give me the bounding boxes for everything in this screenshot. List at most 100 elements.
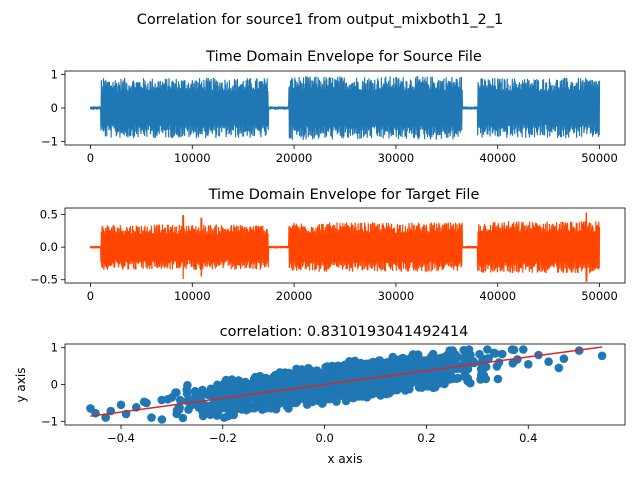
source-envelope-axes: 0 10000 20000 30000 40000 50000 −1 0 1 bbox=[41, 67, 618, 165]
scatter-point bbox=[352, 379, 361, 388]
x-tick-label: −0.2 bbox=[209, 431, 237, 445]
scatter-point bbox=[226, 404, 236, 414]
correlation-scatter-title: correlation: 0.8310193041492414 bbox=[220, 324, 469, 340]
scatter-point bbox=[392, 364, 401, 373]
scatter-point bbox=[408, 350, 418, 359]
scatter-point bbox=[489, 348, 499, 358]
scatter-point bbox=[350, 387, 360, 397]
x-tick-label: 10000 bbox=[174, 151, 211, 165]
scatter-point bbox=[269, 375, 279, 385]
scatter-point bbox=[278, 396, 287, 406]
scatter-point bbox=[430, 374, 440, 384]
scatter-point bbox=[445, 355, 454, 365]
scatter-point bbox=[391, 375, 401, 385]
scatter-point bbox=[460, 352, 470, 362]
scatter-point bbox=[469, 358, 479, 368]
scatter-point bbox=[451, 350, 460, 359]
scatter-point bbox=[424, 369, 434, 379]
x-tick-label: 0.0 bbox=[315, 431, 333, 445]
y-axis-label: y axis bbox=[14, 368, 28, 403]
scatter-point bbox=[429, 357, 438, 367]
scatter-point bbox=[524, 360, 533, 369]
scatter-point bbox=[265, 396, 274, 406]
x-tick-label: −0.4 bbox=[107, 431, 135, 445]
y-tick-label: 1 bbox=[51, 67, 58, 81]
x-tick-label: 50000 bbox=[581, 151, 618, 165]
target-envelope-title: Time Domain Envelope for Target File bbox=[208, 187, 480, 203]
y-tick-label: 1 bbox=[51, 341, 58, 355]
source-envelope-panel: Time Domain Envelope for Source File 0 10… bbox=[41, 49, 626, 165]
y-tick-label: 0.0 bbox=[40, 240, 58, 254]
scatter-point bbox=[413, 359, 423, 368]
scatter-point bbox=[559, 354, 569, 364]
scatter-point bbox=[221, 375, 231, 385]
scatter-point bbox=[204, 402, 214, 411]
envelope-series-line bbox=[89, 212, 601, 282]
scatter-point bbox=[182, 389, 192, 399]
scatter-point bbox=[348, 361, 358, 371]
scatter-point bbox=[322, 362, 332, 371]
x-tick-label: 40000 bbox=[479, 151, 516, 165]
scatter-point bbox=[423, 362, 433, 372]
scatter-point bbox=[283, 390, 292, 399]
scatter-point bbox=[493, 374, 503, 384]
correlation-scatter-axes: −0.4 −0.2 0.0 0.2 0.4 −1 0 1 bbox=[41, 341, 537, 445]
x-tick-label: 0.2 bbox=[417, 431, 435, 445]
scatter-point bbox=[450, 364, 459, 373]
scatter-point bbox=[233, 402, 242, 412]
source-envelope-plot-area bbox=[89, 76, 601, 140]
scatter-point bbox=[172, 406, 182, 415]
scatter-point bbox=[318, 399, 327, 408]
scatter-point bbox=[223, 411, 233, 421]
scatter-point bbox=[329, 374, 339, 384]
scatter-point bbox=[101, 413, 110, 422]
scatter-point bbox=[247, 381, 256, 390]
x-tick-label: 30000 bbox=[378, 289, 415, 303]
scatter-point bbox=[361, 381, 371, 390]
x-axis-label: x axis bbox=[328, 452, 363, 466]
scatter-point bbox=[439, 368, 449, 378]
scatter-point bbox=[301, 393, 310, 403]
scatter-point bbox=[371, 362, 380, 372]
source-envelope-title: Time Domain Envelope for Source File bbox=[205, 49, 482, 65]
scatter-point bbox=[508, 359, 518, 368]
x-tick-label: 30000 bbox=[378, 151, 415, 165]
y-tick-label: −1 bbox=[41, 135, 58, 149]
x-tick-label: 0.4 bbox=[519, 431, 537, 445]
scatter-point bbox=[219, 386, 229, 395]
x-tick-label: 50000 bbox=[581, 289, 618, 303]
scatter-point bbox=[332, 397, 341, 406]
y-tick-label: 0 bbox=[51, 101, 58, 115]
scatter-point bbox=[478, 368, 487, 377]
x-tick-label: 20000 bbox=[276, 289, 313, 303]
scatter-point bbox=[142, 398, 151, 408]
scatter-point bbox=[341, 364, 350, 374]
scatter-point bbox=[333, 367, 343, 376]
scatter-point bbox=[175, 395, 185, 405]
figure-suptitle: Correlation for source1 from output_mixb… bbox=[137, 12, 503, 28]
target-envelope-axes: 0 10000 20000 30000 40000 50000 −0.5 0.0 0.5 bbox=[30, 208, 618, 303]
scatter-point bbox=[507, 345, 517, 354]
scatter-point bbox=[481, 374, 491, 384]
scatter-point bbox=[494, 358, 504, 367]
x-tick-label: 20000 bbox=[276, 151, 313, 165]
x-tick-label: 0 bbox=[87, 151, 94, 165]
regression-fit-line bbox=[90, 346, 603, 417]
correlation-scatter-panel: correlation: 0.8310193041492414 −0.4 −0.2… bbox=[14, 324, 626, 466]
scatter-point bbox=[388, 352, 398, 362]
scatter-point bbox=[300, 370, 310, 380]
scatter-point bbox=[157, 395, 166, 405]
scatter-point bbox=[519, 345, 528, 354]
scatter-point bbox=[483, 345, 492, 354]
scatter-point bbox=[190, 386, 200, 396]
scatter-point bbox=[450, 374, 459, 383]
scatter-point bbox=[497, 349, 507, 359]
y-tick-label: −0.5 bbox=[30, 273, 58, 287]
y-tick-label: 0.5 bbox=[40, 208, 58, 222]
scatter-point bbox=[399, 362, 409, 372]
target-envelope-frame bbox=[64, 207, 626, 284]
scatter-point bbox=[247, 403, 257, 412]
scatter-point bbox=[116, 400, 126, 410]
scatter-point bbox=[483, 354, 492, 363]
